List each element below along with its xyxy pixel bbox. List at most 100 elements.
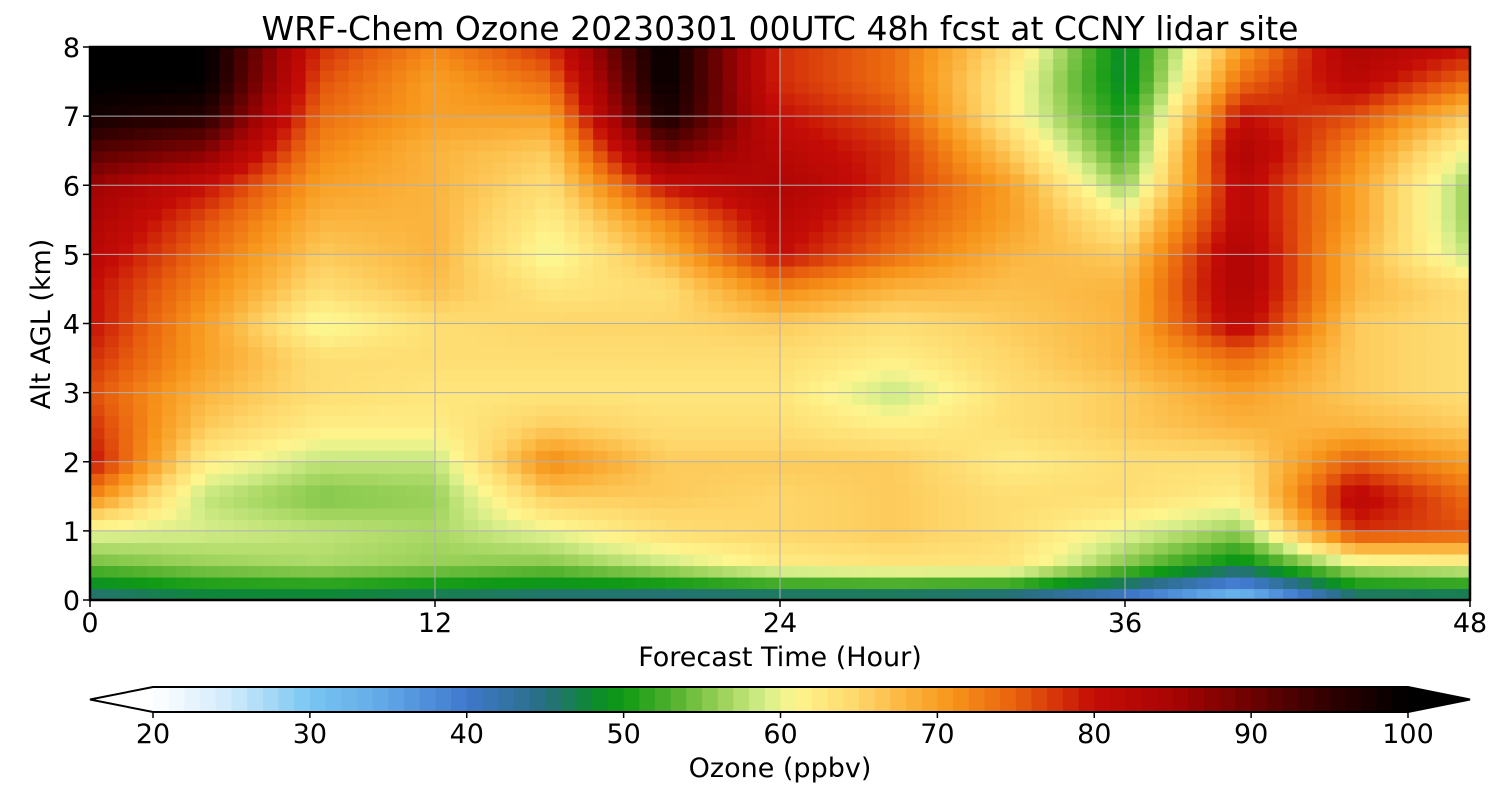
heatmap-cell: [1311, 358, 1327, 371]
heatmap-cell: [880, 530, 896, 543]
heatmap-cell: [621, 116, 637, 129]
heatmap-cell: [463, 139, 479, 152]
y-tick-label: 8: [63, 33, 80, 64]
heatmap-cell: [636, 277, 652, 290]
heatmap-cell: [765, 461, 781, 474]
heatmap-cell: [808, 392, 824, 405]
heatmap-cell: [1110, 196, 1126, 209]
heatmap-cell: [866, 81, 882, 94]
heatmap-cell: [233, 346, 249, 359]
heatmap-cell: [492, 461, 508, 474]
heatmap-cell: [521, 588, 537, 601]
heatmap-cell: [1383, 335, 1399, 348]
heatmap-cell: [895, 438, 910, 451]
heatmap-cell: [966, 185, 982, 198]
heatmap-cell: [1168, 47, 1184, 60]
heatmap-cell: [406, 392, 422, 405]
heatmap-cell: [1355, 323, 1370, 336]
heatmap-cell: [966, 242, 982, 255]
heatmap-cell: [679, 254, 695, 267]
heatmap-cell: [1024, 104, 1040, 117]
heatmap-cell: [1383, 392, 1399, 405]
heatmap-cell: [262, 58, 278, 71]
heatmap-cell: [578, 553, 594, 567]
heatmap-cell: [492, 553, 508, 567]
heatmap-cell: [305, 323, 321, 336]
heatmap-cell: [780, 231, 795, 244]
heatmap-cell: [938, 254, 954, 267]
heatmap-cell: [190, 208, 206, 221]
heatmap-cell: [1024, 47, 1040, 60]
heatmap-cell: [1455, 358, 1471, 371]
heatmap-cell: [176, 519, 192, 532]
heatmap-cell: [794, 93, 810, 106]
heatmap-cell: [851, 242, 867, 255]
heatmap-cell: [463, 530, 479, 543]
heatmap-cell: [1211, 242, 1227, 255]
heatmap-cell: [808, 300, 824, 313]
heatmap-cell: [1340, 219, 1356, 232]
heatmap-cell: [205, 47, 220, 60]
colorbar-segment: [1188, 687, 1205, 712]
heatmap-cell: [909, 288, 925, 302]
heatmap-cell: [176, 185, 192, 198]
heatmap-cell: [1110, 323, 1126, 336]
heatmap-cell: [219, 553, 235, 567]
heatmap-cell: [521, 530, 537, 543]
heatmap-cell: [363, 381, 379, 394]
heatmap-cell: [952, 519, 968, 532]
x-tick-label: 0: [81, 608, 98, 639]
heatmap-cell: [880, 231, 896, 244]
heatmap-cell: [133, 93, 149, 106]
heatmap-cell: [923, 300, 939, 313]
heatmap-cell: [693, 47, 709, 60]
heatmap-cell: [1398, 116, 1414, 129]
heatmap-cell: [1125, 438, 1140, 451]
heatmap-cell: [550, 254, 565, 267]
heatmap-cell: [363, 461, 379, 474]
heatmap-cell: [1038, 565, 1054, 578]
heatmap-cell: [320, 484, 335, 497]
heatmap-cell: [276, 553, 292, 567]
heatmap-cell: [952, 553, 968, 567]
colorbar-segment: [576, 687, 593, 712]
heatmap-cell: [607, 58, 623, 71]
heatmap-cell: [1311, 265, 1327, 279]
heatmap-cell: [880, 576, 896, 590]
heatmap-cell: [1067, 162, 1083, 175]
heatmap-cell: [1125, 70, 1140, 83]
heatmap-cell: [1441, 484, 1457, 497]
heatmap-cell: [880, 70, 896, 83]
heatmap-cell: [679, 150, 695, 163]
heatmap-cell: [478, 196, 494, 209]
heatmap-cell: [1240, 231, 1255, 244]
heatmap-cell: [938, 565, 954, 578]
heatmap-cell: [1067, 265, 1083, 279]
heatmap-cell: [1297, 346, 1313, 359]
heatmap-cell: [665, 335, 680, 348]
heatmap-cell: [1326, 565, 1342, 578]
heatmap-cell: [219, 335, 235, 348]
heatmap-cell: [1369, 116, 1385, 129]
heatmap-cell: [938, 242, 954, 255]
heatmap-cell: [506, 335, 522, 348]
heatmap-cell: [1240, 288, 1255, 302]
heatmap-cell: [377, 300, 393, 313]
heatmap-cell: [578, 404, 594, 417]
heatmap-cell: [1297, 208, 1313, 221]
heatmap-cell: [478, 565, 494, 578]
heatmap-cell: [492, 427, 508, 440]
heatmap-cell: [1067, 542, 1083, 555]
heatmap-cell: [1383, 507, 1399, 520]
heatmap-cell: [190, 530, 206, 543]
heatmap-cell: [1125, 116, 1140, 129]
heatmap-cell: [593, 588, 609, 601]
heatmap-cell: [995, 484, 1011, 497]
heatmap-cell: [205, 507, 220, 520]
heatmap-cell: [1441, 392, 1457, 405]
heatmap-cell: [391, 438, 407, 451]
heatmap-cell: [449, 208, 465, 221]
heatmap-cell: [650, 219, 666, 232]
heatmap-cell: [880, 427, 896, 440]
heatmap-cell: [1383, 254, 1399, 267]
